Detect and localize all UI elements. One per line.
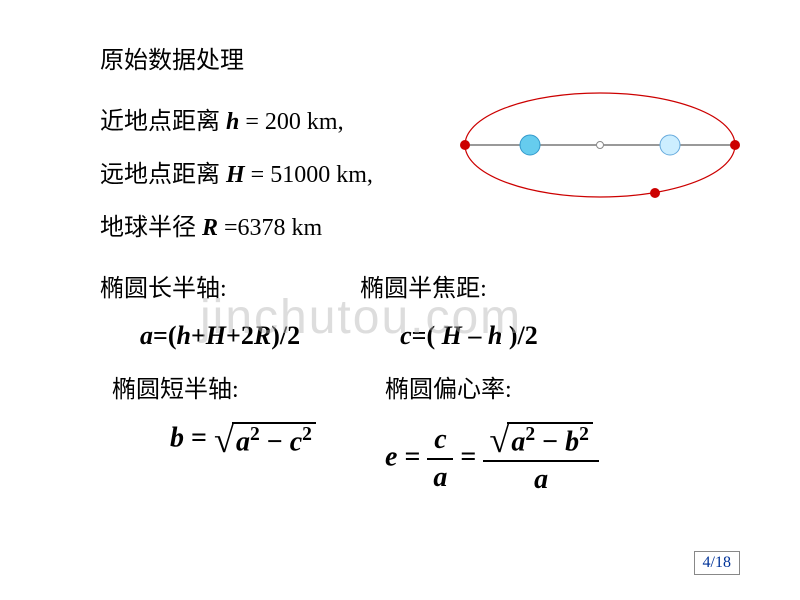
label-semi-major: 椭圆长半轴: (100, 268, 300, 303)
given-line-3: 地球半径 R =6378 km (100, 207, 800, 242)
label-eccentricity: 椭圆偏心率: (385, 369, 599, 404)
page-number: 4/18 (694, 551, 740, 575)
focus-1 (520, 135, 540, 155)
ellipse-diagram (455, 80, 745, 210)
line1-var: h (226, 109, 239, 135)
formula-b: b = √a2 − c2 (170, 422, 325, 458)
line2-var: H (226, 162, 245, 188)
bottom-point (650, 188, 660, 198)
formula-c: c=( H – h )/2 (400, 321, 538, 351)
title: 原始数据处理 (100, 40, 800, 75)
line2-pre: 远地点距离 (100, 162, 226, 188)
center-point (597, 142, 604, 149)
line3-var: R (202, 215, 218, 241)
label-semi-minor: 椭圆短半轴: (112, 369, 325, 404)
line3-post: =6378 km (218, 215, 322, 241)
line2-post: = 51000 km, (245, 162, 373, 188)
label-semi-focal: 椭圆半焦距: (360, 268, 538, 303)
formula-a: a=(h+H+2R)/2 (140, 321, 300, 351)
line3-pre: 地球半径 (100, 215, 202, 241)
right-vertex (730, 140, 740, 150)
focus-2 (660, 135, 680, 155)
line1-post: = 200 km, (239, 109, 343, 135)
line1-pre: 近地点距离 (100, 109, 226, 135)
formula-e: e = ca = √a2 − b2 a (385, 422, 599, 496)
left-vertex (460, 140, 470, 150)
